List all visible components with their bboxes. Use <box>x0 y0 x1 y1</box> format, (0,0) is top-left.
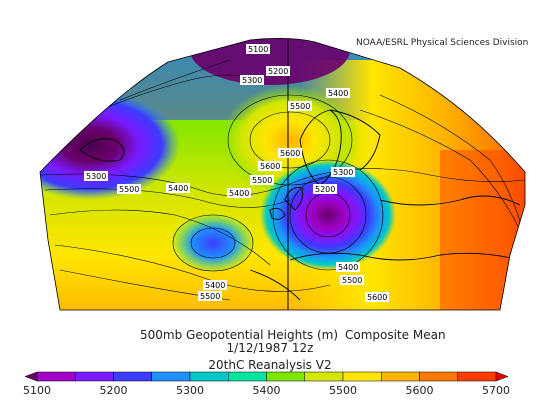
caption-statistic: Composite Mean <box>345 328 446 342</box>
svg-text:5400: 5400 <box>229 189 249 198</box>
svg-text:5500: 5500 <box>200 292 220 301</box>
contour-label: 5500 <box>250 175 274 185</box>
contour-label: 5500 <box>340 275 364 285</box>
europe-low-region <box>260 160 396 270</box>
svg-text:5500: 5500 <box>119 185 139 194</box>
atlantic-blue-low <box>171 213 255 273</box>
colorbar: 5100 5200 5300 5400 5500 5600 5700 <box>23 371 510 397</box>
colorbar-swatch <box>113 371 152 382</box>
colorbar-swatch <box>189 371 229 382</box>
svg-text:5300: 5300 <box>242 76 262 85</box>
contour-label: 5300 <box>84 171 108 181</box>
svg-text:5600: 5600 <box>367 293 387 302</box>
colorbar-left-arrow <box>24 371 38 382</box>
colorbar-swatch <box>457 371 497 382</box>
colorbar-swatch <box>419 371 458 382</box>
contour-label: 5200 <box>266 66 290 76</box>
contour-label: 5400 <box>227 188 251 198</box>
contour-label: 5200 <box>313 184 337 194</box>
contour-label: 5400 <box>336 262 360 272</box>
colorbar-swatch <box>228 371 267 382</box>
svg-text:5200: 5200 <box>315 185 335 194</box>
contour-labels: 5100 5200 5300 5400 5500 5600 5300 5500 … <box>84 44 389 302</box>
contour-label: 5500 <box>288 101 312 111</box>
nw-low-region <box>40 90 180 200</box>
colorbar-tick-label: 5300 <box>176 384 204 397</box>
svg-text:5200: 5200 <box>268 67 288 76</box>
colorbar-swatch <box>151 371 191 382</box>
colorbar-tick-label: 5500 <box>329 384 357 397</box>
coastlines <box>79 109 521 301</box>
caption-date: 1/12/1987 12z <box>227 341 314 355</box>
colorbar-right-arrow <box>495 371 509 382</box>
colorbar-swatch <box>266 371 305 382</box>
colorbar-tick-label: 5400 <box>253 384 281 397</box>
contour-label: 5400 <box>203 280 227 290</box>
contour-label: 5600 <box>258 161 282 171</box>
svg-text:5500: 5500 <box>290 102 310 111</box>
colorbar-swatch <box>304 371 344 382</box>
colorbar-swatch <box>75 371 114 382</box>
contour-label: 5300 <box>240 75 264 85</box>
svg-text:5400: 5400 <box>205 281 225 290</box>
contour-label: 5400 <box>166 183 190 193</box>
caption-dataset: 20thC Reanalysis V2 <box>208 358 331 372</box>
svg-text:5500: 5500 <box>342 276 362 285</box>
credit-text: NOAA/ESRL Physical Sciences Division <box>356 38 528 48</box>
contour-label: 5300 <box>331 167 355 177</box>
svg-text:5600: 5600 <box>280 149 300 158</box>
colorbar-tick-label: 5200 <box>100 384 128 397</box>
colorbar-tick-label: 5700 <box>482 384 510 397</box>
svg-text:5300: 5300 <box>86 172 106 181</box>
colorbar-swatch <box>342 371 382 382</box>
colorbar-tick-label: 5100 <box>23 384 51 397</box>
svg-text:5100: 5100 <box>248 45 268 54</box>
svg-text:5400: 5400 <box>328 89 348 98</box>
contour-label: 5500 <box>117 184 141 194</box>
svg-text:5600: 5600 <box>260 162 280 171</box>
svg-text:5400: 5400 <box>168 184 188 193</box>
colorbar-swatch <box>381 371 420 382</box>
map-outline <box>39 38 526 311</box>
svg-text:5500: 5500 <box>252 176 272 185</box>
contour-label: 5100 <box>246 44 270 54</box>
contour-label: 5400 <box>326 88 350 98</box>
contour-label: 5600 <box>278 148 302 158</box>
contour-label: 5600 <box>365 292 389 302</box>
colorbar-tick-label: 5600 <box>406 384 434 397</box>
colorbar-swatch <box>36 371 76 382</box>
svg-text:5300: 5300 <box>333 168 353 177</box>
contour-label: 5500 <box>198 291 222 301</box>
caption-variable: 500mb Geopotential Heights (m) <box>140 328 338 342</box>
figure-caption: 500mb Geopotential Heights (m) Composite… <box>140 328 446 372</box>
svg-text:5400: 5400 <box>338 263 358 272</box>
